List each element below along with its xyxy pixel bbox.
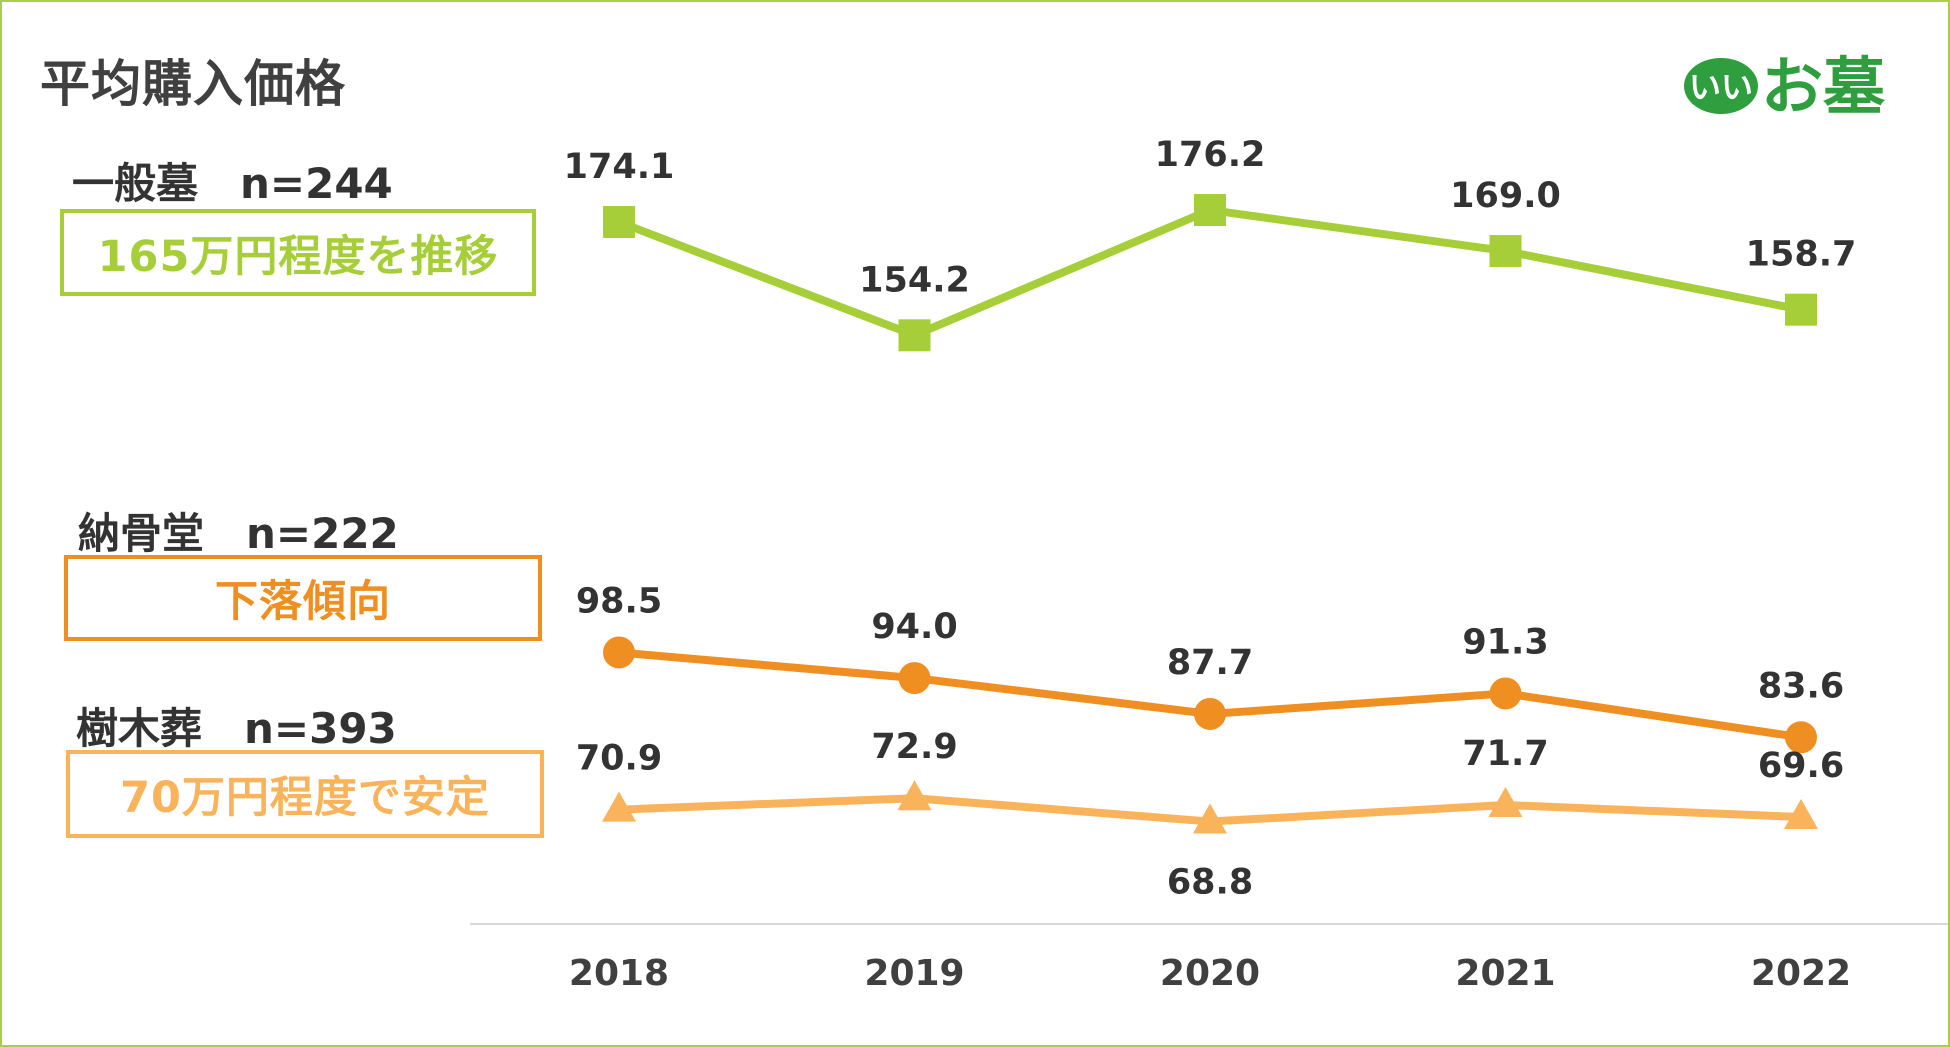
data-label-ippan-2019: 154.2: [859, 260, 970, 300]
marker-ippan-2020: [1194, 194, 1226, 227]
marker-nokotsudo-2021: [1489, 677, 1522, 710]
x-tick-label-2019: 2019: [864, 953, 964, 994]
series-label-jumokuso: 樹木葬 n=393: [76, 704, 397, 753]
data-label-nokotsudo-2019: 94.0: [871, 607, 957, 647]
marker-ippan-2022: [1785, 293, 1817, 326]
page-title: 平均購入価格: [40, 55, 346, 113]
marker-ippan-2018: [603, 206, 635, 238]
series-label-nokotsudo: 納骨堂 n=222: [78, 509, 399, 558]
callout-nokotsudo: 下落傾向: [64, 555, 542, 641]
x-tick-label-2022: 2022: [1751, 953, 1851, 994]
series-line-ippan: [617, 206, 1802, 340]
callout-ippan: 165万円程度を推移: [60, 209, 536, 296]
marker-ippan-2021: [1489, 235, 1522, 268]
marker-jumokuso-2021: [1488, 787, 1523, 818]
data-label-nokotsudo-2021: 91.3: [1462, 622, 1548, 662]
data-label-ippan-2021: 169.0: [1450, 176, 1561, 216]
data-label-ippan-2018: 174.1: [564, 147, 675, 187]
data-label-jumokuso-2020: 68.8: [1167, 863, 1253, 903]
x-tick-label-2018: 2018: [569, 953, 669, 994]
callout-jumokuso: 70万円程度で安定: [66, 750, 544, 838]
logo-badge-text: いい: [1689, 68, 1753, 106]
data-label-jumokuso-2019: 72.9: [871, 727, 957, 767]
data-label-jumokuso-2021: 71.7: [1462, 734, 1548, 774]
marker-nokotsudo-2019: [898, 662, 931, 695]
x-tick-label-2020: 2020: [1160, 953, 1260, 994]
logo: いい お墓: [1684, 50, 1886, 123]
marker-nokotsudo-2022: [1785, 721, 1817, 754]
x-tick-label-2021: 2021: [1455, 953, 1555, 994]
marker-jumokuso-2019: [897, 780, 932, 811]
marker-ippan-2019: [898, 319, 931, 352]
marker-jumokuso-2018: [602, 791, 636, 822]
data-label-jumokuso-2018: 70.9: [576, 739, 662, 779]
marker-jumokuso-2020: [1193, 803, 1227, 834]
logo-brand-text: お墓: [1761, 50, 1886, 123]
data-label-ippan-2022: 158.7: [1746, 235, 1857, 275]
data-label-nokotsudo-2020: 87.7: [1167, 643, 1253, 683]
data-label-nokotsudo-2022: 83.6: [1758, 666, 1844, 706]
marker-nokotsudo-2020: [1194, 697, 1226, 730]
data-label-jumokuso-2022: 69.6: [1758, 746, 1844, 786]
series-label-ippan: 一般墓 n=244: [72, 159, 393, 208]
marker-jumokuso-2022: [1784, 799, 1818, 829]
data-label-ippan-2020: 176.2: [1155, 135, 1266, 175]
marker-nokotsudo-2018: [603, 636, 635, 669]
logo-badge-icon: [1684, 58, 1758, 114]
data-label-nokotsudo-2018: 98.5: [576, 581, 662, 621]
